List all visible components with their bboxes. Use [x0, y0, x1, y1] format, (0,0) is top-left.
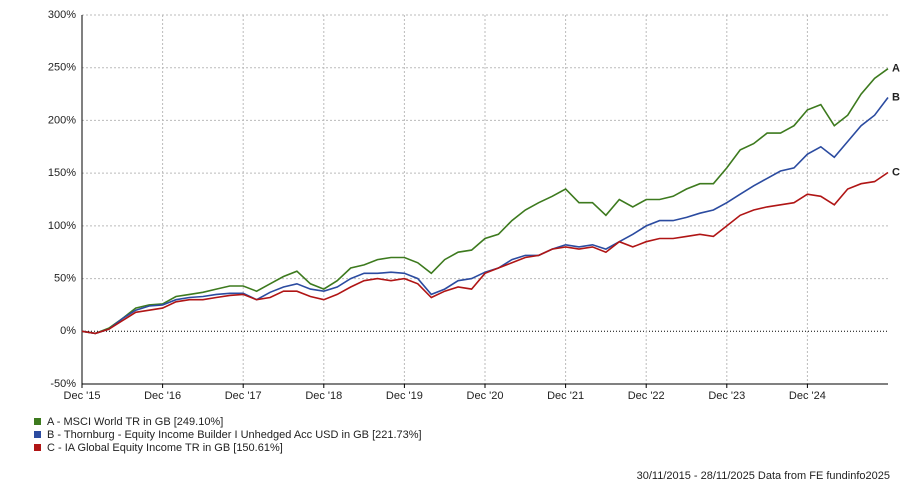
y-tick-label: 200%	[48, 114, 76, 126]
y-tick-label: 250%	[48, 62, 76, 74]
end-label: C	[892, 166, 900, 178]
y-tick-label: 300%	[48, 9, 76, 21]
y-tick-label: 50%	[54, 272, 76, 284]
legend-label: B - Thornburg - Equity Income Builder I …	[47, 429, 422, 441]
y-tick-label: 150%	[48, 167, 76, 179]
x-tick-label: Dec '21	[547, 390, 584, 402]
x-tick-label: Dec '23	[708, 390, 745, 402]
series-line	[81, 97, 889, 335]
legend-swatch	[34, 444, 41, 451]
y-tick-label: 0%	[60, 325, 76, 337]
y-tick-label: -50%	[50, 378, 76, 390]
x-tick-label: Dec '15	[64, 390, 101, 402]
series-line	[81, 68, 889, 335]
x-tick-label: Dec '16	[144, 390, 181, 402]
footer: 30/11/2015 - 28/11/2025 Data from FE fun…	[637, 470, 890, 482]
legend-swatch	[34, 431, 41, 438]
x-tick-label: Dec '18	[305, 390, 342, 402]
x-tick-label: Dec '20	[467, 390, 504, 402]
x-tick-label: Dec '24	[789, 390, 826, 402]
legend-label: C - IA Global Equity Income TR in GB [15…	[47, 442, 283, 454]
y-tick-label: 100%	[48, 220, 76, 232]
series-line	[81, 171, 889, 335]
legend-swatch	[34, 418, 41, 425]
x-tick-label: Dec '19	[386, 390, 423, 402]
x-tick-label: Dec '22	[628, 390, 665, 402]
legend-label: A - MSCI World TR in GB [249.10%]	[47, 416, 223, 428]
x-tick-label: Dec '17	[225, 390, 262, 402]
end-label: A	[892, 63, 900, 75]
end-label: B	[892, 91, 900, 103]
